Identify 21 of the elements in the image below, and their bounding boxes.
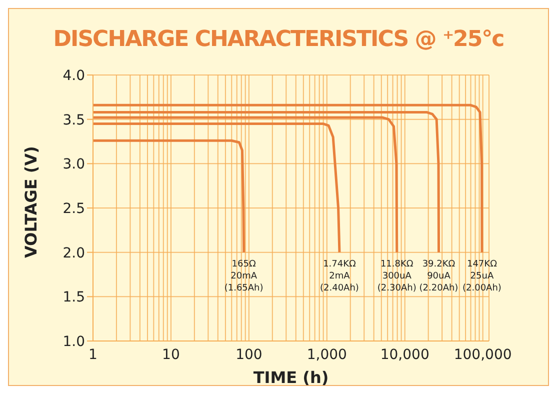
- annotation: 39.2KΩ 90uA (2.20Ah): [419, 259, 458, 294]
- y-axis-title: VOLTAGE (V): [22, 146, 41, 258]
- y-tick-label: 1.5: [62, 290, 85, 306]
- x-tick-label: 10: [162, 346, 180, 363]
- y-tick-label: 2.5: [62, 200, 85, 217]
- x-tick-label: 10,000: [380, 346, 430, 363]
- y-tick-label: 3.0: [62, 156, 85, 173]
- x-tick-label: 100: [236, 346, 262, 363]
- y-tick-label: 3.5: [62, 112, 85, 128]
- x-tick-label: 100,000: [454, 346, 512, 363]
- y-tick-label: 1.0: [62, 334, 85, 350]
- x-tick-label: 1: [88, 346, 98, 363]
- annotation: 11.8KΩ 300uA (2.30Ah): [377, 259, 416, 294]
- annotation: 165Ω 20mA (1.65Ah): [224, 259, 264, 294]
- y-tick-label: 2.0: [62, 245, 85, 262]
- annotation: 147KΩ 25uA (2.00Ah): [462, 259, 502, 294]
- y-tick-label: 4.0: [62, 68, 85, 84]
- x-axis-title: TIME (h): [253, 368, 329, 387]
- chart-title: DISCHARGE CHARACTERISTICS @ ⁺25°c: [52, 26, 505, 54]
- x-tick-label: 1,000: [306, 346, 347, 363]
- annotation: 1.74KΩ 2mA (2.40Ah): [320, 259, 359, 294]
